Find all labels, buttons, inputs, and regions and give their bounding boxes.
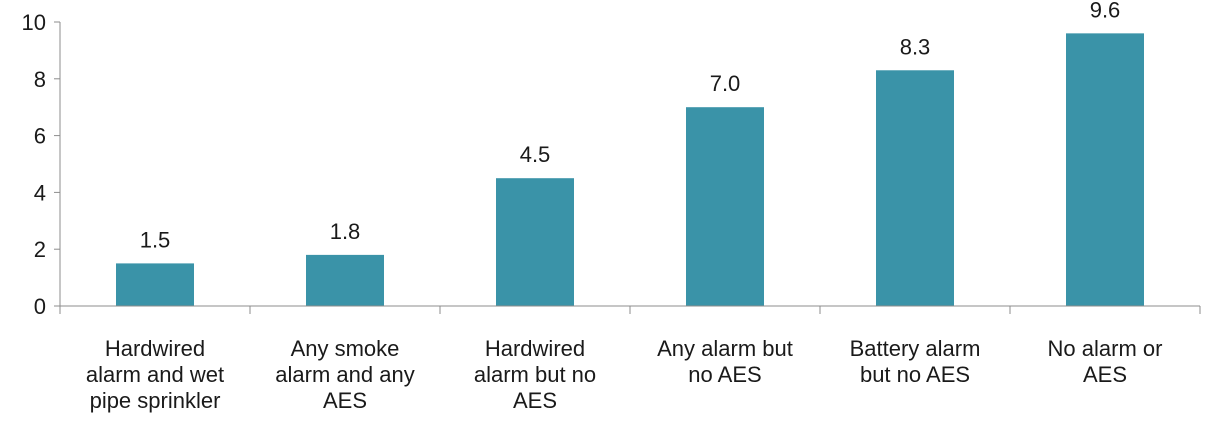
y-axis: 0 2 4 6 8 10 bbox=[22, 10, 61, 319]
x-category-label: Any smoke alarm and any AES bbox=[275, 336, 414, 413]
x-category-label-line: Any alarm but bbox=[657, 336, 793, 361]
y-tick-label: 2 bbox=[34, 237, 46, 262]
x-category-label-line: Hardwired bbox=[105, 336, 205, 361]
x-category-label-line: alarm and wet bbox=[86, 362, 224, 387]
x-category-label: Battery alarm but no AES bbox=[850, 336, 981, 387]
bar bbox=[306, 254, 384, 306]
x-axis: Hardwired alarm and wet pipe sprinklerAny … bbox=[59, 305, 1201, 413]
x-category-label-line: alarm and any bbox=[275, 362, 414, 387]
x-category-label-line: Any smoke bbox=[291, 336, 400, 361]
data-label: 7.0 bbox=[710, 71, 741, 96]
x-category-label-line: Hardwired bbox=[485, 336, 585, 361]
data-label: 1.8 bbox=[330, 219, 361, 244]
y-tick-label: 6 bbox=[34, 124, 46, 149]
y-tick-label: 0 bbox=[34, 294, 46, 319]
bars-group bbox=[116, 33, 1144, 307]
x-category-label-line: but no AES bbox=[860, 362, 970, 387]
y-tick-label: 8 bbox=[34, 67, 46, 92]
data-label: 4.5 bbox=[520, 142, 551, 167]
x-category-label: Hardwired alarm but no AES bbox=[474, 336, 596, 413]
bar bbox=[876, 70, 954, 306]
data-labels-group: 1.5 1.8 4.5 7.0 8.3 9.6 bbox=[140, 0, 1121, 252]
bar bbox=[116, 263, 194, 306]
x-category-label-line: AES bbox=[1083, 362, 1127, 387]
bar bbox=[686, 107, 764, 306]
y-tick-label: 10 bbox=[22, 10, 46, 35]
y-tick-label: 4 bbox=[34, 180, 46, 205]
data-label: 8.3 bbox=[900, 34, 931, 59]
x-category-label-line: AES bbox=[513, 388, 557, 413]
data-label: 1.5 bbox=[140, 227, 171, 252]
x-category-label-line: no AES bbox=[688, 362, 761, 387]
bar bbox=[496, 178, 574, 306]
x-category-label-line: Battery alarm bbox=[850, 336, 981, 361]
x-category-label: No alarm or AES bbox=[1048, 336, 1163, 387]
x-category-label-line: AES bbox=[323, 388, 367, 413]
data-label: 9.6 bbox=[1090, 0, 1121, 22]
bar bbox=[1066, 33, 1144, 307]
x-category-label: Any alarm but no AES bbox=[657, 336, 793, 387]
x-category-label: Hardwired alarm and wet pipe sprinkler bbox=[86, 336, 224, 413]
x-category-label-line: No alarm or bbox=[1048, 336, 1163, 361]
x-category-label-line: alarm but no bbox=[474, 362, 596, 387]
x-category-label-line: pipe sprinkler bbox=[90, 388, 221, 413]
